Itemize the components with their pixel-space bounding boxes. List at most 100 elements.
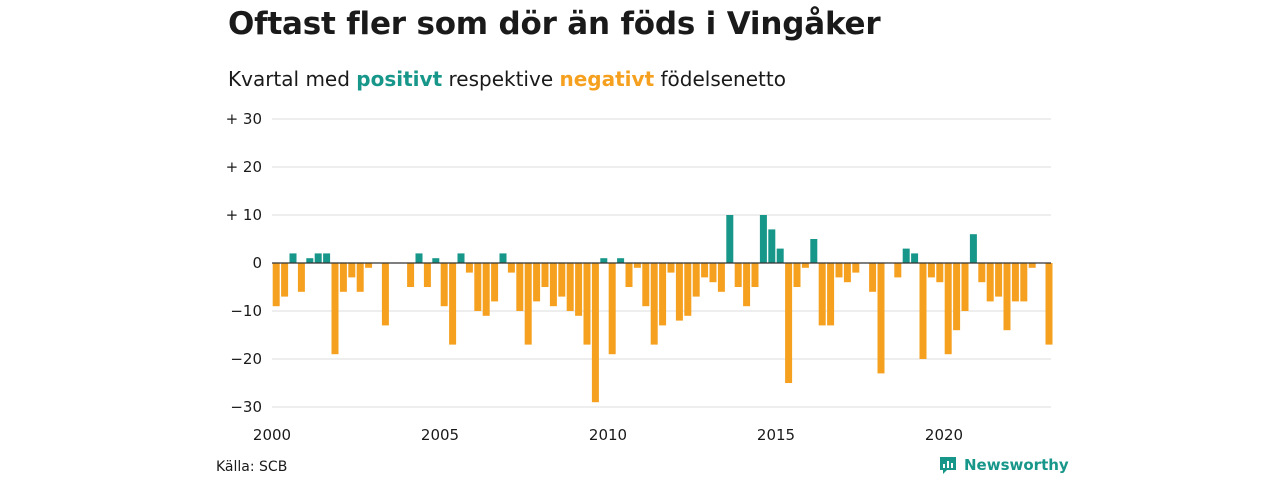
bar	[1003, 263, 1011, 331]
bar	[600, 258, 608, 263]
subtitle-positive: positivt	[356, 67, 443, 91]
bar	[608, 263, 616, 355]
bar	[818, 263, 826, 326]
bar	[407, 263, 415, 287]
bar	[323, 253, 331, 263]
bar	[365, 263, 373, 268]
subtitle-prefix: Kvartal med	[228, 67, 350, 91]
bar	[684, 263, 692, 316]
bar	[474, 263, 482, 311]
bar	[986, 263, 994, 302]
bar	[449, 263, 457, 345]
x-tick-label: 2020	[925, 426, 963, 444]
bar	[440, 263, 448, 307]
bar	[314, 253, 322, 263]
bar	[549, 263, 557, 307]
bar	[289, 253, 297, 263]
bar	[827, 263, 835, 326]
bar	[348, 263, 356, 278]
bar	[843, 263, 851, 283]
bar	[491, 263, 499, 302]
bar	[969, 234, 977, 263]
bar	[675, 263, 683, 321]
bar	[717, 263, 725, 292]
bar	[583, 263, 591, 345]
bar	[877, 263, 885, 374]
bar	[785, 263, 793, 383]
bar	[356, 263, 364, 292]
brand-logo: Newsworthy	[938, 455, 1069, 475]
x-tick-label: 2000	[253, 426, 291, 444]
y-tick-label: + 10	[226, 206, 262, 224]
bar	[995, 263, 1003, 297]
bar	[953, 263, 961, 331]
bar	[423, 263, 431, 287]
bar	[558, 263, 566, 297]
bar	[272, 263, 280, 307]
x-tick-label: 2010	[589, 426, 627, 444]
bar	[281, 263, 289, 297]
bar	[759, 215, 767, 263]
bar	[911, 253, 919, 263]
bar	[465, 263, 473, 273]
bar	[801, 263, 809, 268]
bar	[978, 263, 986, 283]
bar	[331, 263, 339, 355]
bar	[776, 248, 784, 263]
bar	[533, 263, 541, 302]
bar	[709, 263, 717, 283]
bar	[768, 229, 776, 263]
bar	[751, 263, 759, 287]
bar	[516, 263, 524, 311]
bar	[617, 258, 625, 263]
bar	[894, 263, 902, 278]
bar	[650, 263, 658, 345]
bar	[432, 258, 440, 263]
chart-subtitle: Kvartal med positivt respektive negativt…	[228, 67, 786, 91]
bar	[919, 263, 927, 359]
bar	[667, 263, 675, 273]
bar	[499, 253, 507, 263]
bar	[541, 263, 549, 287]
brand-name: Newsworthy	[964, 456, 1069, 474]
bar	[642, 263, 650, 307]
subtitle-suffix: födelsenetto	[660, 67, 786, 91]
bar	[1045, 263, 1053, 345]
bar	[659, 263, 667, 326]
bar	[793, 263, 801, 287]
bar	[902, 248, 910, 263]
bar	[961, 263, 969, 311]
y-tick-label: −20	[230, 350, 262, 368]
bar	[381, 263, 389, 326]
bar	[524, 263, 532, 345]
bar	[507, 263, 515, 273]
source-note: Källa: SCB	[216, 459, 288, 475]
bar	[1020, 263, 1028, 302]
bar	[701, 263, 709, 278]
bar	[415, 253, 423, 263]
bar	[944, 263, 952, 355]
bar	[566, 263, 574, 311]
x-tick-label: 2015	[757, 426, 795, 444]
bar	[306, 258, 314, 263]
bar	[482, 263, 490, 316]
bar	[852, 263, 860, 273]
bar	[591, 263, 599, 403]
bar	[692, 263, 700, 297]
bar	[810, 239, 818, 263]
x-tick-label: 2005	[421, 426, 459, 444]
y-tick-label: −30	[230, 398, 262, 416]
bar	[339, 263, 347, 292]
bar	[297, 263, 305, 292]
subtitle-middle: respektive	[448, 67, 554, 91]
bar	[726, 215, 734, 263]
bar	[927, 263, 935, 278]
bar	[743, 263, 751, 307]
y-tick-label: 0	[252, 254, 262, 272]
bar	[936, 263, 944, 283]
y-tick-label: −10	[230, 302, 262, 320]
bar	[457, 253, 465, 263]
newsworthy-logo-icon	[940, 457, 956, 474]
bars-layer	[272, 215, 1053, 403]
